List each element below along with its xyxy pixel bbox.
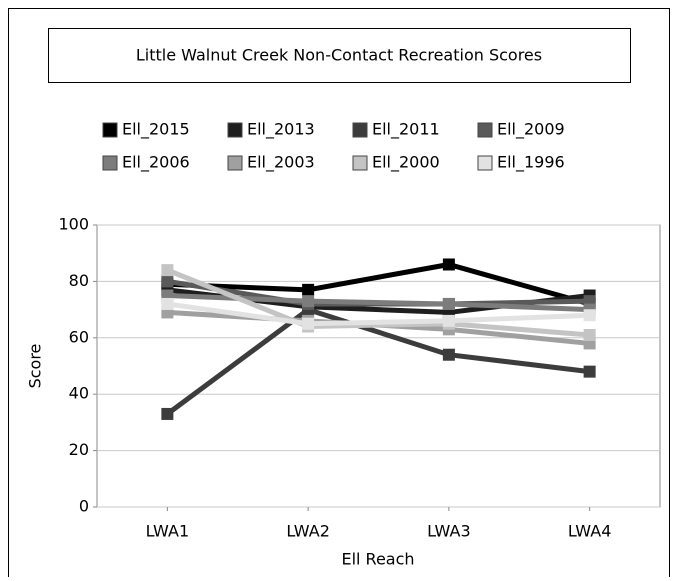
legend-swatch bbox=[102, 155, 118, 171]
legend-swatch bbox=[352, 122, 368, 138]
series-line bbox=[165, 306, 590, 416]
y-tick-label: 20 bbox=[69, 440, 89, 459]
point-marker bbox=[302, 295, 315, 308]
point-marker bbox=[442, 258, 455, 271]
point-marker bbox=[583, 365, 596, 378]
point-marker bbox=[302, 283, 315, 296]
series-line bbox=[167, 261, 591, 307]
x-tick-label: LWA2 bbox=[286, 522, 330, 541]
y-axis-label: Score bbox=[26, 344, 45, 389]
legend-swatch bbox=[477, 122, 493, 138]
chart-title: Little Walnut Creek Non-Contact Recreati… bbox=[136, 46, 542, 65]
legend-label: Ell_2011 bbox=[372, 120, 440, 140]
legend-label: Ell_2003 bbox=[247, 153, 315, 173]
x-tick-label: LWA4 bbox=[568, 522, 612, 541]
legend-label: Ell_2009 bbox=[497, 120, 565, 140]
point-marker bbox=[302, 317, 315, 330]
point-marker bbox=[161, 264, 174, 277]
legend-label: Ell_2015 bbox=[122, 120, 190, 140]
point-marker bbox=[161, 297, 174, 310]
y-tick-label: 40 bbox=[69, 384, 89, 403]
legend-swatch bbox=[227, 122, 243, 138]
legend-swatch bbox=[477, 155, 493, 171]
y-tick-label: 0 bbox=[79, 497, 89, 516]
legend-label: Ell_1996 bbox=[497, 153, 565, 173]
series-line bbox=[167, 301, 590, 327]
point-marker bbox=[442, 297, 455, 310]
point-marker bbox=[583, 309, 596, 322]
x-axis-label: Ell Reach bbox=[341, 550, 414, 569]
legend-swatch bbox=[352, 155, 368, 171]
legend-swatch bbox=[227, 155, 243, 171]
legend-label: Ell_2013 bbox=[247, 120, 315, 140]
x-tick-label: LWA1 bbox=[146, 522, 190, 541]
series-line bbox=[166, 267, 590, 338]
point-marker bbox=[161, 407, 174, 420]
legend-label: Ell_2000 bbox=[372, 153, 440, 173]
point-marker bbox=[583, 328, 596, 341]
x-tick-label: LWA3 bbox=[427, 522, 471, 541]
y-tick-label: 80 bbox=[69, 271, 89, 290]
point-marker bbox=[161, 275, 174, 288]
legend-label: Ell_2006 bbox=[122, 153, 190, 173]
title-box bbox=[48, 28, 631, 83]
y-tick-label: 100 bbox=[58, 215, 89, 234]
point-marker bbox=[442, 348, 455, 361]
plot-area bbox=[96, 224, 661, 508]
y-tick-label: 60 bbox=[69, 327, 89, 346]
point-marker bbox=[442, 314, 455, 327]
legend-swatch bbox=[102, 122, 118, 138]
